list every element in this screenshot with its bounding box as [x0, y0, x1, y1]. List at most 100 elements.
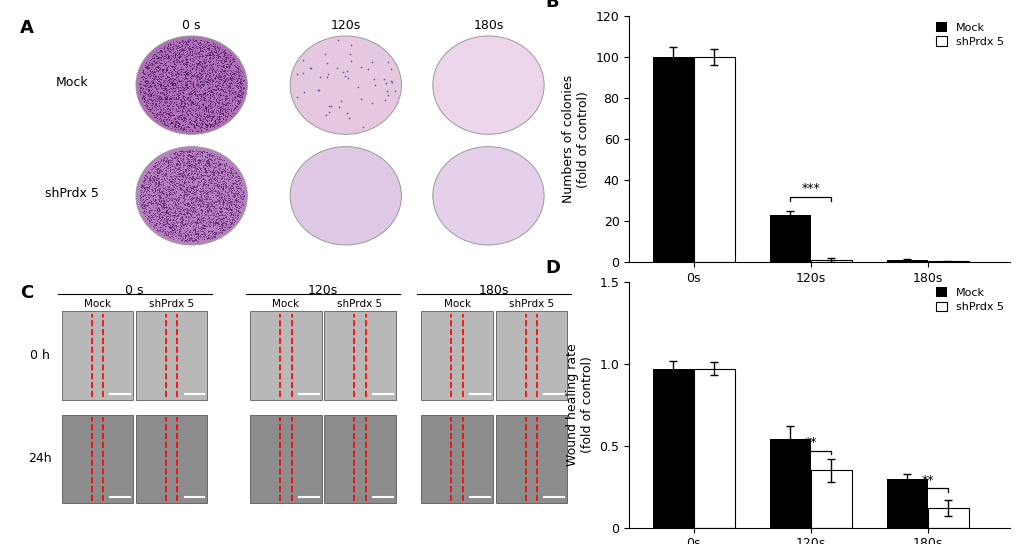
Point	[185, 37, 202, 46]
Point	[139, 183, 155, 192]
Point	[181, 113, 198, 122]
Point	[191, 209, 207, 218]
Point	[200, 71, 216, 80]
Point	[180, 231, 197, 240]
Point	[174, 65, 191, 73]
Point	[157, 214, 173, 223]
Point	[155, 77, 171, 86]
Point	[214, 83, 230, 91]
Point	[164, 225, 180, 233]
Point	[148, 58, 164, 66]
Point	[182, 87, 199, 96]
Point	[196, 58, 212, 67]
Point	[154, 110, 170, 119]
Point	[213, 172, 229, 181]
Point	[223, 208, 239, 217]
Point	[214, 66, 230, 75]
Point	[207, 214, 223, 223]
Point	[228, 77, 245, 85]
Point	[204, 230, 220, 239]
Point	[227, 201, 244, 209]
Point	[169, 89, 185, 98]
Point	[145, 187, 161, 196]
Point	[212, 48, 228, 57]
Point	[207, 75, 223, 84]
Point	[145, 78, 161, 87]
Point	[182, 67, 199, 76]
Point	[209, 186, 225, 195]
Point	[162, 169, 178, 177]
Point	[180, 159, 197, 168]
Point	[191, 177, 207, 186]
Point	[189, 113, 205, 121]
Point	[154, 207, 170, 216]
Ellipse shape	[432, 147, 543, 245]
Point	[169, 211, 185, 219]
Point	[144, 88, 160, 97]
Point	[171, 181, 187, 190]
Point	[184, 187, 201, 196]
Point	[148, 197, 164, 206]
Point	[137, 203, 153, 212]
Point	[210, 56, 226, 65]
Point	[173, 172, 190, 181]
Point	[157, 207, 173, 215]
Point	[154, 212, 170, 220]
Point	[139, 76, 155, 85]
Point	[214, 184, 230, 193]
Point	[145, 73, 161, 82]
Point	[195, 220, 211, 229]
Point	[191, 171, 207, 180]
Point	[184, 176, 201, 184]
Point	[224, 170, 240, 179]
Point	[224, 165, 240, 174]
Point	[194, 46, 210, 54]
Point	[174, 210, 191, 219]
Point	[147, 196, 163, 205]
Point	[218, 107, 234, 116]
Point	[182, 203, 199, 212]
Point	[204, 57, 220, 66]
Point	[195, 101, 211, 110]
Point	[183, 213, 200, 221]
Point	[184, 89, 201, 98]
Point	[172, 218, 189, 226]
Point	[142, 171, 158, 180]
Point	[201, 69, 217, 77]
Point	[201, 203, 217, 212]
Point	[132, 186, 149, 195]
Point	[211, 104, 227, 113]
Point	[164, 78, 180, 87]
Point	[319, 58, 335, 67]
Point	[189, 196, 205, 205]
Point	[136, 207, 152, 216]
Point	[166, 111, 182, 120]
Point	[201, 67, 217, 76]
Point	[181, 127, 198, 135]
Point	[180, 202, 197, 211]
Point	[189, 99, 205, 108]
Point	[165, 188, 181, 197]
Point	[201, 177, 217, 186]
Point	[228, 90, 245, 99]
Point	[135, 199, 151, 208]
Point	[174, 108, 191, 116]
Point	[152, 77, 168, 86]
Point	[220, 209, 236, 218]
Point	[193, 205, 209, 214]
Point	[175, 115, 192, 124]
Point	[177, 45, 194, 54]
Point	[133, 184, 150, 193]
Point	[187, 188, 204, 197]
Point	[174, 168, 191, 176]
Point	[146, 171, 162, 180]
Point	[140, 59, 156, 68]
Point	[171, 102, 187, 110]
Point	[203, 46, 219, 55]
Point	[169, 214, 185, 222]
Point	[153, 166, 169, 175]
Point	[197, 63, 213, 72]
Point	[212, 177, 228, 186]
Point	[163, 189, 179, 198]
Point	[151, 188, 167, 196]
